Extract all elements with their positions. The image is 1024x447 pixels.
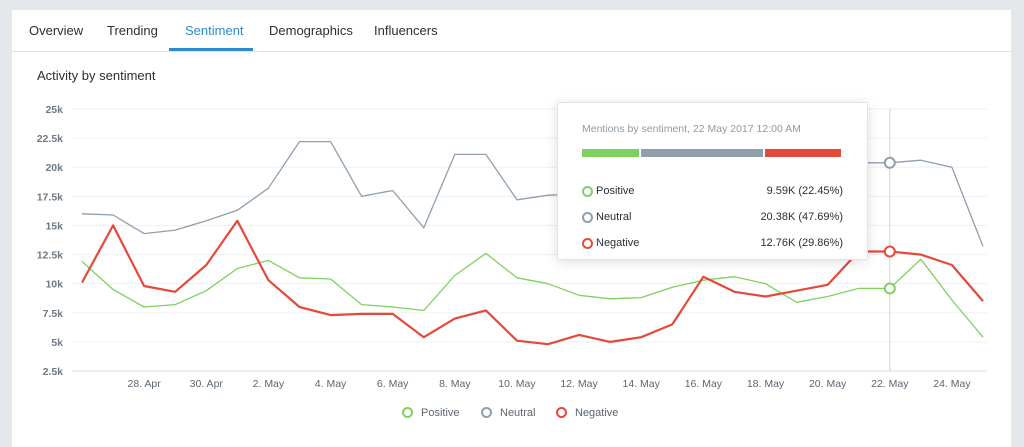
highlight-point-positive [883, 282, 896, 295]
x-tick-label: 6. May [377, 378, 409, 390]
tooltip-row-neutral: Neutral 20.38K (47.69%) [582, 211, 843, 225]
tooltip-title: Mentions by sentiment, 22 May 2017 12:00… [582, 123, 801, 135]
x-tick-label: 14. May [623, 378, 661, 390]
x-axis-ticks: 28. Apr 30. Apr 2. May 4. May 6. May 8. May 10… [127, 378, 971, 390]
tab-sentiment[interactable]: Sentiment [185, 23, 244, 38]
y-tick-label: 15k [45, 220, 63, 232]
positive-circle-icon [402, 407, 413, 418]
y-tick-label: 2.5k [43, 366, 64, 378]
chart-title: Activity by sentiment [37, 68, 156, 83]
tooltip-label-negative: Negative [596, 237, 640, 249]
legend-label-negative: Negative [575, 407, 619, 419]
neutral-circle-icon [481, 407, 492, 418]
legend-label-positive: Positive [421, 407, 460, 419]
positive-circle-icon [582, 186, 593, 197]
share-segment-negative [765, 149, 841, 157]
x-tick-label: 18. May [747, 378, 785, 390]
legend-label-neutral: Neutral [500, 407, 536, 419]
y-tick-label: 25k [45, 104, 63, 116]
tab-trending[interactable]: Trending [107, 23, 158, 38]
y-tick-label: 17.5k [37, 191, 63, 203]
y-tick-label: 12.5k [37, 250, 63, 262]
negative-circle-icon [582, 238, 593, 249]
share-segment-neutral [640, 149, 764, 157]
share-segment-positive [582, 149, 639, 157]
highlight-point-negative [883, 245, 896, 258]
tooltip-label-positive: Positive [596, 185, 635, 197]
tooltip-label-neutral: Neutral [596, 211, 632, 223]
x-tick-label: 16. May [685, 378, 723, 390]
x-tick-label: 28. Apr [127, 378, 161, 390]
tab-demographics[interactable]: Demographics [269, 23, 353, 38]
y-tick-label: 7.5k [43, 308, 64, 320]
series-line-negative [81, 219, 984, 346]
y-tick-label: 20k [45, 162, 63, 174]
y-tick-label: 5k [51, 337, 63, 349]
legend-item-neutral[interactable]: Neutral [481, 407, 535, 419]
y-tick-label: 10k [45, 279, 63, 291]
sentiment-card: Overview Trending Sentiment Demographics… [12, 10, 1011, 447]
legend-item-negative[interactable]: Negative [556, 407, 618, 419]
tab-bar: Overview Trending Sentiment Demographics… [12, 10, 1011, 52]
x-tick-label: 30. Apr [190, 378, 224, 390]
x-tick-label: 10. May [498, 378, 536, 390]
highlight-point-neutral [883, 156, 896, 169]
x-tick-label: 22. May [871, 378, 909, 390]
sentiment-share-bar [582, 149, 843, 157]
x-tick-label: 24. May [933, 378, 971, 390]
y-axis-ticks: 2.5k 5k 7.5k 10k 12.5k 15k 17.5k 20k 22.5k 25k [37, 104, 63, 378]
active-tab-indicator [169, 48, 253, 51]
x-tick-label: 2. May [253, 378, 285, 390]
tooltip-value-positive: 9.59K (22.45%) [766, 185, 843, 197]
neutral-circle-icon [582, 212, 593, 223]
x-tick-label: 8. May [439, 378, 471, 390]
x-tick-label: 20. May [809, 378, 847, 390]
x-tick-label: 12. May [560, 378, 598, 390]
tab-influencers[interactable]: Influencers [374, 23, 438, 38]
sentiment-tooltip: Mentions by sentiment, 22 May 2017 12:00… [557, 102, 868, 260]
y-tick-label: 22.5k [37, 133, 63, 145]
negative-circle-icon [556, 407, 567, 418]
tooltip-row-positive: Positive 9.59K (22.45%) [582, 185, 843, 199]
legend-item-positive[interactable]: Positive [402, 407, 460, 419]
x-tick-label: 4. May [315, 378, 347, 390]
highlight-markers [883, 156, 896, 295]
tooltip-value-negative: 12.76K (29.86%) [760, 237, 843, 249]
tooltip-row-negative: Negative 12.76K (29.86%) [582, 237, 843, 251]
tab-overview[interactable]: Overview [29, 23, 84, 38]
tooltip-value-neutral: 20.38K (47.69%) [760, 211, 843, 223]
series-line-positive [81, 252, 984, 338]
